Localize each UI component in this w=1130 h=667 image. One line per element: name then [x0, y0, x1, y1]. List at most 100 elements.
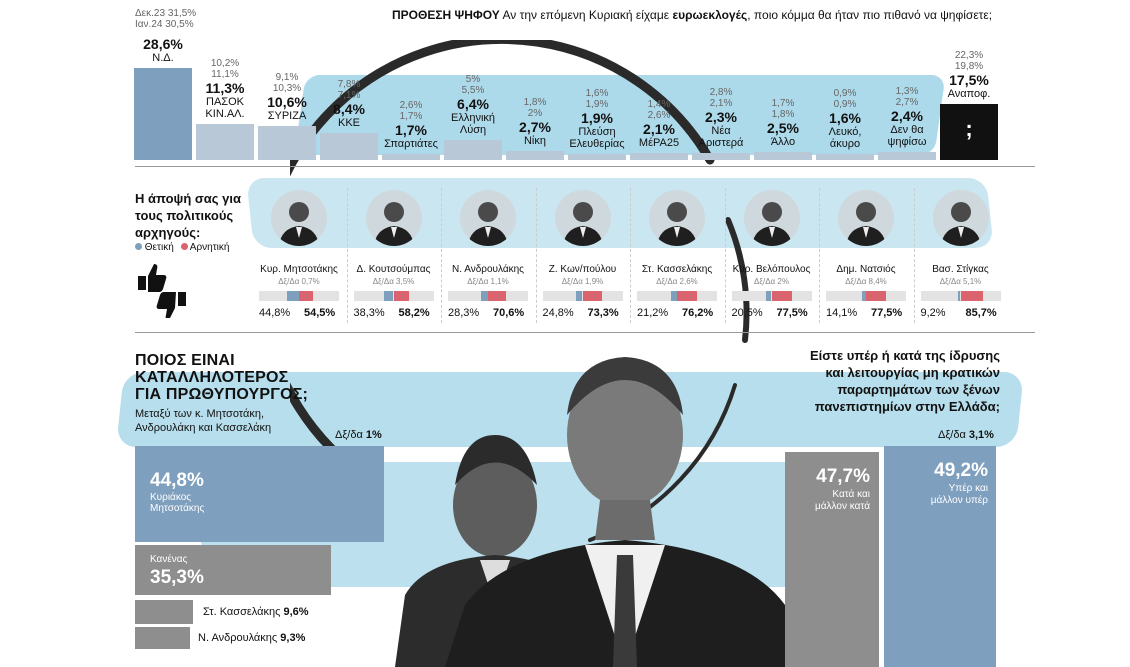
vote-label: 2,6% 1,7% 1,7% Σπαρτιάτες: [371, 100, 451, 150]
vote-value: 1,7%: [395, 122, 427, 138]
leader-positive-value: 14,1%: [826, 307, 858, 319]
leader-photo: [932, 190, 989, 246]
leaders-title-line: Η άποψή σας για: [135, 191, 241, 206]
vote-label: 10,2% 11,1% 11,3% ΠΑΣΟΚ ΚΙΝ.ΑΛ.: [185, 58, 265, 120]
pm-none-label: Κανένας: [150, 554, 188, 565]
leader-photo: [649, 190, 705, 246]
leader-negative-value: 77,5%: [871, 307, 903, 319]
vote-bar: [134, 68, 192, 160]
uni-for-value: 49,2%: [934, 459, 988, 481]
uni-against-label: Κατά και: [832, 489, 870, 501]
vote-dec-value: 2,8%: [709, 86, 733, 98]
undecided-mark: ;: [965, 116, 973, 141]
leader-divider: [535, 188, 538, 323]
vote-bar: [258, 126, 316, 160]
vote-jan-value: 11,1%: [211, 68, 239, 80]
thumbs-up-down-icon: [138, 264, 186, 318]
vote-label: 9,1% 10,3% 10,6% ΣΥΡΙΖΑ: [247, 72, 327, 122]
leader-bar-positive: [383, 291, 394, 301]
leader-photo: [838, 190, 894, 246]
uni-title: Είστε υπέρ ή κατά της ίδρυσης και λειτου…: [780, 347, 1000, 415]
leader-dk: Δξ/Δα 2%: [754, 277, 789, 286]
leader-name: Ν. Ανδρουλάκης: [451, 264, 524, 275]
leader-positive-value: 28,3%: [448, 307, 480, 319]
leader-dk: Δξ/Δα 0,7%: [278, 277, 320, 286]
vote-party-name: ΣΥΡΙΖΑ: [267, 110, 307, 123]
header-question-em: ευρωεκλογές: [672, 8, 748, 22]
pm-dk-value: 1%: [365, 429, 382, 441]
vote-party-name: Ελληνική: [450, 111, 496, 124]
pm-kasselakis-name: Στ. Κασσελάκης: [203, 606, 284, 618]
header-title: ΠΡΟΘΕΣΗ ΨΗΦΟΥ: [392, 8, 500, 22]
vote-jan-value: 2,7%: [895, 97, 919, 109]
pm-androulakis-label: Ν. Ανδρουλάκης 9,3%: [198, 632, 305, 644]
leader-dk: Δξ/Δα 1,1%: [467, 277, 509, 286]
pm-androulakis-value: 9,3%: [280, 632, 306, 644]
leaders-title-line: τους πολιτικούς: [135, 208, 234, 223]
vote-value: 11,3%: [205, 79, 245, 96]
vote-label: 5% 5,5% 6,4% Ελληνική Λύση: [433, 74, 513, 136]
leader-name: Ζ. Κων/πούλου: [548, 264, 617, 275]
vote-party-name: Νέα: [711, 124, 731, 137]
pm-mitsotakis-name: Κυριάκος: [150, 492, 192, 503]
leaders-title: Η άποψή σας για τους πολιτικούς αρχηγούς…: [135, 190, 241, 241]
divider: [135, 332, 1035, 333]
vote-label: 1,7% 1,8% 2,5% Άλλο: [743, 98, 823, 148]
vote-bar: [878, 152, 936, 160]
pm-kasselakis-label: Στ. Κασσελάκης 9,6%: [203, 606, 309, 618]
legend-negative-swatch: [180, 243, 188, 250]
vote-dec-value: 7,8%: [337, 79, 361, 91]
legend-negative-label: Αρνητική: [189, 242, 230, 253]
vote-bar: [320, 133, 378, 160]
vote-label: 1,4% 2,6% 2,1% ΜέΡΑ25: [619, 99, 699, 149]
vote-dec-value: 2,6%: [399, 100, 423, 111]
leader-bar-negative: [393, 291, 409, 301]
pm-androulakis-name: Ν. Ανδρουλάκης: [198, 632, 281, 644]
vote-bar: [630, 153, 688, 160]
pm-bar-mitsotakis: [135, 446, 384, 542]
leader-bar-negative: [771, 291, 792, 301]
vote-bar: [196, 123, 254, 160]
legend-positive-label: Θετική: [144, 242, 174, 253]
leader-bar-positive: [287, 291, 299, 301]
vote-label: 1,6% 1,9% 1,9% Πλεύση Ελευθερίας: [557, 88, 637, 150]
vote-party-name: ΚΙΝ.ΑΛ.: [205, 107, 245, 120]
vote-party-name: ΚΚΕ: [337, 117, 360, 130]
vote-value: 2,3%: [705, 108, 737, 125]
uni-title-line: και λειτουργίας μη κρατικών: [825, 365, 1000, 380]
leader-positive-value: 44,8%: [259, 307, 291, 319]
header-question-post: , ποιο κόμμα θα ήταν πιο πιθανό να ψηφίσ…: [747, 8, 993, 22]
uni-bar-for: [884, 445, 996, 667]
vote-party-name: άκυρο: [829, 138, 861, 150]
uni-for-label: μάλλον υπέρ: [930, 494, 988, 506]
vote-dec-value: 1,7%: [771, 98, 795, 109]
pm-bar-androulakis: [135, 627, 190, 649]
vote-bar: [444, 139, 502, 160]
leader-bar-negative: [582, 291, 602, 301]
vote-value: 2,1%: [643, 121, 675, 138]
vote-party-name: Αναποφ.: [947, 88, 991, 100]
vote-bar: [940, 104, 998, 160]
leader-bar-positive: [958, 291, 961, 301]
leader-divider: [819, 188, 821, 323]
leader-name: Δ. Κουτσούμπας: [356, 264, 431, 275]
portrait-photo: [395, 357, 805, 667]
vote-party-name: Λευκό,: [828, 126, 862, 138]
leader-negative-value: 58,2%: [398, 307, 430, 319]
vote-party-name: Ν.Δ.: [152, 52, 174, 65]
leader-dk: Δξ/Δα 1,9%: [561, 277, 604, 286]
vote-label: 2,8% 2,1% 2,3% Νέα Αριστερά: [681, 87, 761, 149]
pm-title: ΠΟΙΟΣ ΕΙΝΑΙ ΚΑΤΑΛΛΗΛΟΤΕΡΟΣ ΓΙΑ ΠΡΩΘΥΠΟΥΡ…: [135, 352, 308, 403]
pm-subtitle-line: Ανδρουλάκη και Κασσελάκη: [135, 422, 272, 434]
pm-title-line: ΓΙΑ ΠΡΩΘΥΠΟΥΡΓΟΣ;: [135, 386, 309, 403]
pm-mitsotakis-name: Μητσοτάκης: [150, 503, 205, 514]
leader-name: Δημ. Νατσιός: [836, 264, 896, 275]
vote-bar: [816, 154, 874, 160]
period-label-jan: Ιαν.24 30,5%: [135, 19, 194, 30]
pm-bar-none: [135, 545, 331, 595]
vote-jan-value: 19,8%: [954, 61, 984, 72]
leader-divider: [913, 188, 916, 323]
leader-photo: [460, 190, 516, 246]
vote-label: 28,6% Ν.Δ.: [123, 36, 203, 64]
